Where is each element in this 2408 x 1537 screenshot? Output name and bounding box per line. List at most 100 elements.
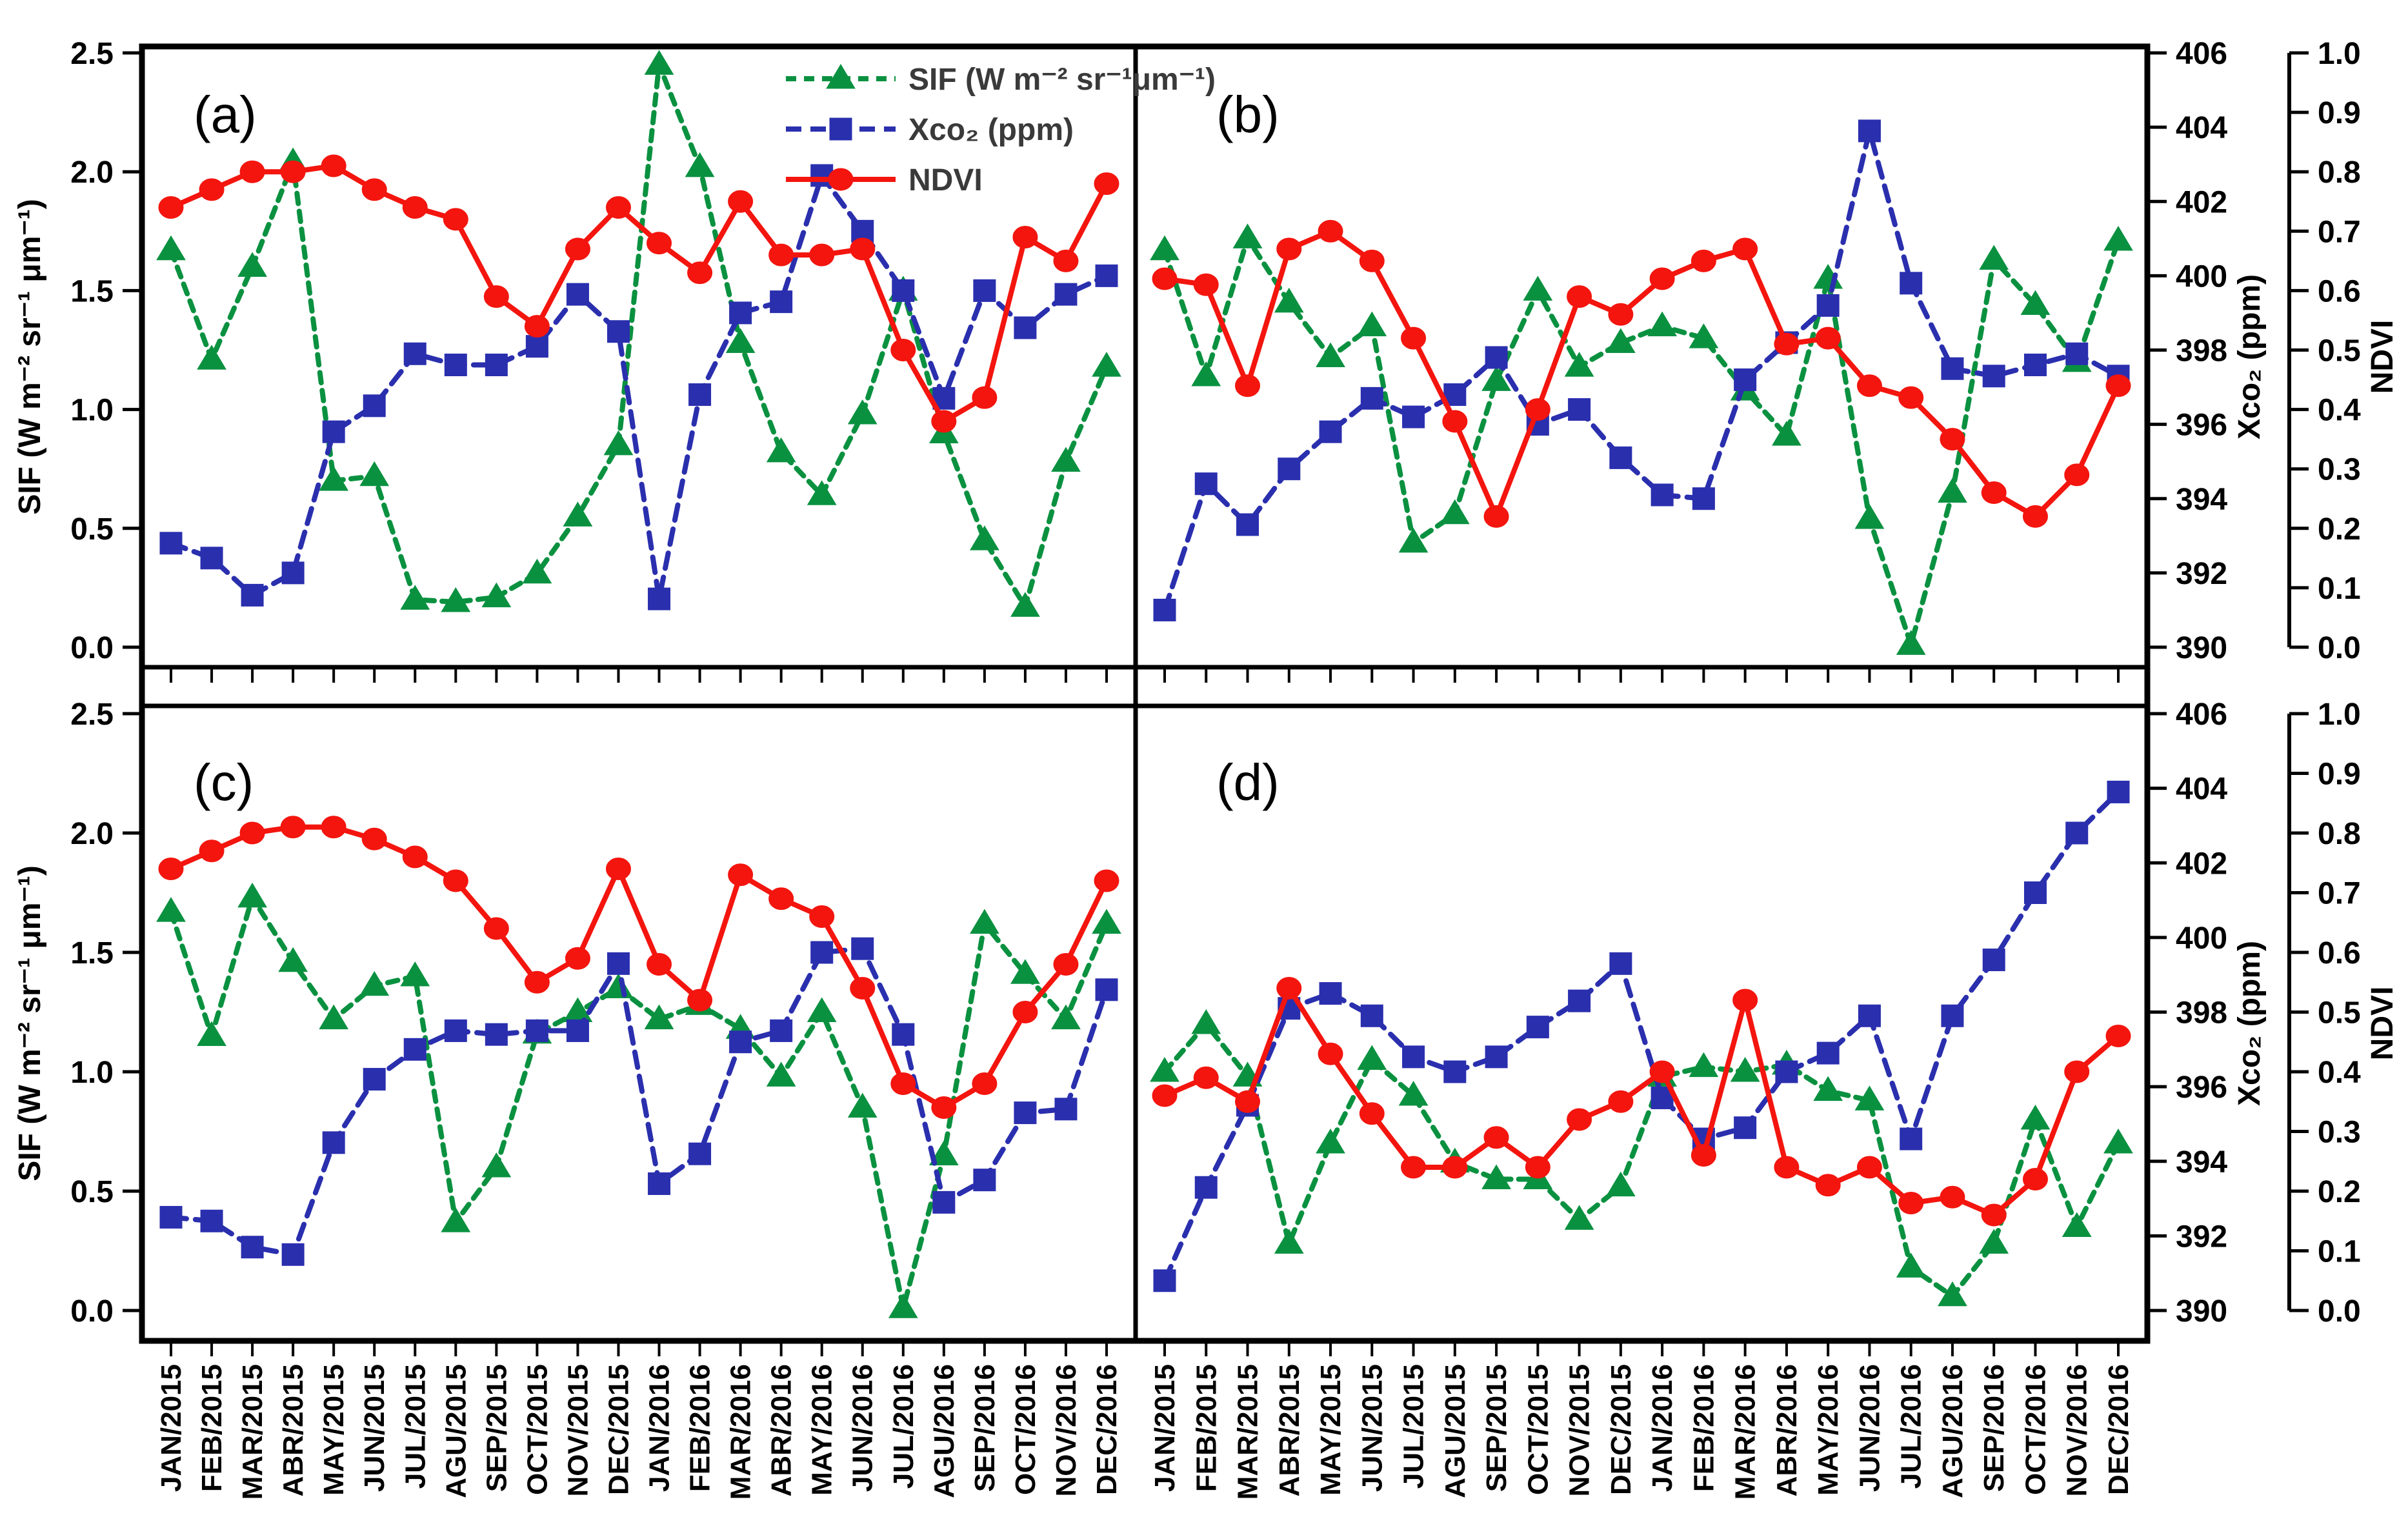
ndvi-marker xyxy=(1094,869,1119,892)
sif-marker xyxy=(1938,1281,1967,1307)
xco2-marker xyxy=(770,290,793,314)
month-label: DEC/2016 xyxy=(1091,1364,1123,1495)
sif-tick-label: 0.0 xyxy=(70,1294,114,1329)
xco2-marker xyxy=(648,1172,671,1195)
xco2-marker xyxy=(1650,483,1674,507)
series-xco2-panel-a xyxy=(159,164,1118,610)
xco2-marker xyxy=(2023,881,2047,904)
ndvi-marker xyxy=(2105,374,2131,397)
month-label: FEB/2016 xyxy=(685,1364,716,1492)
ndvi-marker xyxy=(809,905,835,928)
ndvi-marker xyxy=(605,196,631,219)
xco2-marker xyxy=(403,342,426,365)
sif-axis-title: SIF (W m⁻² sr⁻¹ μm⁻¹) xyxy=(13,199,47,514)
ndvi-marker xyxy=(1235,1090,1261,1113)
sif-marker xyxy=(319,1004,349,1030)
ndvi-tick-label: 0.4 xyxy=(2318,1056,2361,1090)
xco2-marker xyxy=(1816,1041,1840,1065)
xco2-marker xyxy=(1054,1098,1078,1121)
sif-marker xyxy=(1051,1004,1081,1030)
ndvi-marker xyxy=(1318,1042,1343,1065)
sif-marker xyxy=(1854,504,1885,529)
ndvi-marker xyxy=(361,827,387,850)
xco2-marker xyxy=(973,1169,996,1192)
ndvi-marker xyxy=(850,977,876,1000)
sif-marker xyxy=(359,461,390,487)
sif-marker xyxy=(1357,311,1387,337)
ndvi-marker xyxy=(1815,326,1841,350)
month-label: OCT/2016 xyxy=(1010,1364,1041,1495)
xco2-marker xyxy=(200,1209,223,1232)
sif-tick-label: 2.5 xyxy=(70,698,114,732)
month-label: MAR/2016 xyxy=(725,1364,757,1500)
sif-marker xyxy=(1010,959,1040,984)
ndvi-marker xyxy=(1774,332,1800,356)
xco2-tick-label: 404 xyxy=(2176,111,2227,145)
ndvi-marker xyxy=(1940,428,1965,451)
sif-marker xyxy=(725,328,756,353)
ndvi-marker xyxy=(402,845,428,869)
xco2-marker xyxy=(1692,487,1715,510)
month-label: JUN/2015 xyxy=(359,1364,390,1492)
ndvi-tick-label: 0.5 xyxy=(2318,996,2361,1030)
xco2-marker xyxy=(322,420,345,443)
sif-marker xyxy=(2103,1129,2133,1154)
xco2-marker xyxy=(1443,1060,1467,1083)
ndvi-marker xyxy=(1483,1126,1509,1149)
xco2-marker xyxy=(1194,472,1218,496)
legend-label-xco2: Xco₂ (ppm) xyxy=(908,113,1074,147)
sif-tick-label: 1.0 xyxy=(70,1056,114,1090)
series-sif-line xyxy=(1162,1021,2121,1299)
xco2-tick-label: 404 xyxy=(2176,772,2227,807)
sif-marker xyxy=(1051,447,1081,472)
ndvi-tick-label: 0.4 xyxy=(2318,394,2361,428)
xco2-marker xyxy=(1402,405,1425,428)
xco2-marker xyxy=(1858,1004,1881,1027)
panel-letter-d: (d) xyxy=(1216,754,1279,811)
ndvi-tick-label: 0.9 xyxy=(2318,96,2361,130)
ndvi-marker xyxy=(321,154,346,177)
ndvi-tick-label: 0.3 xyxy=(2318,453,2361,487)
ndvi-tick-label: 0.2 xyxy=(2318,512,2361,547)
month-label: AGU/2016 xyxy=(928,1364,960,1498)
sif-marker xyxy=(441,1207,471,1232)
xco2-marker xyxy=(2023,354,2047,377)
sif-marker xyxy=(237,882,267,908)
xco2-marker xyxy=(1734,368,1757,392)
sif-marker xyxy=(1150,1057,1179,1082)
month-label: NOV/2016 xyxy=(1050,1364,1082,1496)
xco2-marker xyxy=(525,335,548,358)
ndvi-marker xyxy=(1981,1203,2007,1227)
sif-marker xyxy=(928,1140,959,1165)
sif-marker xyxy=(1398,1081,1429,1106)
xco2-tick-label: 392 xyxy=(2176,1220,2227,1254)
ndvi-marker xyxy=(1649,267,1675,290)
ndvi-tick-label: 0.1 xyxy=(2318,572,2361,606)
xco2-marker xyxy=(403,1038,426,1061)
xco2-marker xyxy=(363,394,386,417)
sif-tick-label: 0.5 xyxy=(70,1175,114,1209)
ndvi-marker xyxy=(1898,386,1924,409)
legend-label-sif: SIF (W m⁻² sr⁻¹μm⁻¹) xyxy=(908,63,1216,97)
sif-marker xyxy=(1813,1076,1843,1101)
sif-marker xyxy=(2062,1212,2092,1237)
series-xco2-panel-b xyxy=(1153,119,2130,621)
xco2-marker xyxy=(485,1023,508,1046)
xco2-marker xyxy=(2065,342,2089,365)
xco2-marker xyxy=(1153,1269,1176,1292)
sif-marker xyxy=(1398,527,1429,553)
sif-marker xyxy=(400,961,430,987)
month-label: JUN/2015 xyxy=(1356,1364,1388,1492)
ndvi-marker xyxy=(1359,1102,1385,1125)
xco2-marker xyxy=(1982,949,2005,972)
sif-marker xyxy=(644,1004,674,1030)
ndvi-marker xyxy=(402,196,428,219)
ndvi-marker xyxy=(1152,1084,1178,1107)
ndvi-marker xyxy=(1898,1192,1924,1214)
sif-marker xyxy=(1896,1252,1926,1278)
series-sif-panel-b xyxy=(1150,223,2133,655)
series-sif-panel-d xyxy=(1150,1009,2133,1307)
xco2-tick-label: 406 xyxy=(2176,37,2227,71)
sif-marker xyxy=(1440,499,1470,525)
xco2-marker xyxy=(1568,398,1591,421)
